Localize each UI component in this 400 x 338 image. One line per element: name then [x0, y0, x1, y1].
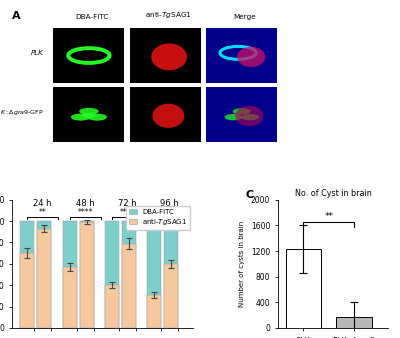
Ellipse shape: [235, 106, 264, 126]
Bar: [130, 88, 201, 142]
Bar: [62, 267, 76, 328]
Bar: [122, 221, 136, 328]
Circle shape: [82, 113, 96, 118]
Bar: [20, 253, 34, 328]
Circle shape: [233, 108, 251, 115]
Text: A: A: [12, 11, 21, 22]
Bar: [206, 28, 277, 83]
Bar: [20, 221, 34, 328]
Text: ***: ***: [164, 208, 176, 217]
Circle shape: [224, 114, 242, 120]
Bar: [147, 221, 161, 328]
Text: anti-$\it{Tg}$SAG1: anti-$\it{Tg}$SAG1: [145, 9, 191, 20]
Bar: [122, 244, 136, 328]
Ellipse shape: [237, 47, 265, 67]
Text: DBA-FITC: DBA-FITC: [75, 14, 108, 20]
Bar: [164, 221, 178, 328]
Bar: [164, 264, 178, 328]
Text: **: **: [39, 208, 46, 217]
Text: Merge: Merge: [233, 14, 256, 20]
Circle shape: [241, 114, 259, 120]
Title: No. of Cyst in brain: No. of Cyst in brain: [295, 189, 371, 198]
Bar: [206, 28, 277, 83]
Y-axis label: Number of cysts in brain: Number of cysts in brain: [240, 221, 246, 307]
Bar: [206, 88, 277, 142]
Circle shape: [79, 108, 99, 115]
Text: 24 h: 24 h: [34, 199, 52, 208]
Bar: [336, 317, 372, 328]
Bar: [80, 221, 94, 328]
Bar: [105, 285, 119, 328]
Circle shape: [71, 114, 90, 121]
Circle shape: [88, 114, 107, 121]
Bar: [130, 28, 201, 83]
Text: 96 h: 96 h: [160, 199, 179, 208]
Bar: [206, 88, 277, 142]
Bar: [80, 222, 94, 328]
Bar: [147, 295, 161, 328]
Bar: [53, 28, 124, 83]
Bar: [37, 221, 51, 328]
Bar: [62, 221, 76, 328]
Text: PLK: PLK: [31, 50, 44, 56]
Bar: [53, 88, 124, 142]
Text: ****: ****: [120, 208, 135, 217]
Bar: [37, 228, 51, 328]
Ellipse shape: [151, 44, 187, 70]
Text: 72 h: 72 h: [118, 199, 137, 208]
Bar: [286, 249, 321, 328]
Text: $\it{PLK:Δgra9}$-GFP: $\it{PLK:Δgra9}$-GFP: [0, 108, 44, 117]
Legend: DBA-FITC, anti-$\it{Tg}$SAG1: DBA-FITC, anti-$\it{Tg}$SAG1: [126, 206, 190, 230]
Text: **: **: [324, 212, 333, 221]
Bar: [105, 221, 119, 328]
Text: 48 h: 48 h: [76, 199, 94, 208]
Text: C: C: [245, 190, 253, 199]
Ellipse shape: [152, 104, 184, 128]
Text: ****: ****: [77, 208, 93, 217]
